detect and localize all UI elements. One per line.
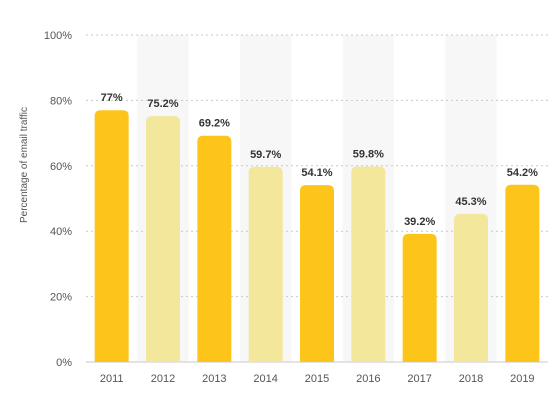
bar xyxy=(197,135,232,362)
bar xyxy=(402,233,437,362)
y-tick-label: 80% xyxy=(50,95,72,107)
y-tick-label: 0% xyxy=(56,357,72,369)
y-tick-label: 100% xyxy=(44,30,72,42)
x-axis-ticks: 2011 2012 2013 2014 2015 2016 2017 2018 2019 xyxy=(100,373,535,385)
bar xyxy=(505,184,540,362)
y-axis-ticks: 0% 20% 40% 60% 80% 100% xyxy=(44,30,72,369)
value-label: 59.8% xyxy=(353,148,384,160)
y-tick-label: 20% xyxy=(50,292,72,304)
value-label: 75.2% xyxy=(147,98,178,110)
x-tick-label: 2017 xyxy=(407,373,431,385)
x-tick-label: 2015 xyxy=(305,373,329,385)
value-label: 77% xyxy=(101,92,123,104)
x-tick-label: 2018 xyxy=(459,373,483,385)
value-label: 39.2% xyxy=(404,216,435,228)
value-label: 54.1% xyxy=(301,167,332,179)
bar xyxy=(94,110,129,363)
x-tick-label: 2011 xyxy=(100,373,124,385)
y-tick-label: 60% xyxy=(50,161,72,173)
x-tick-label: 2014 xyxy=(253,373,277,385)
y-tick-label: 40% xyxy=(50,226,72,238)
x-tick-label: 2019 xyxy=(510,373,534,385)
bar xyxy=(248,166,283,362)
bars xyxy=(94,110,540,363)
x-tick-label: 2016 xyxy=(356,373,380,385)
value-label: 54.2% xyxy=(507,167,538,179)
y-axis-label: Percentage of email traffic xyxy=(19,107,30,223)
value-labels: 77% 75.2% 69.2% 59.7% 54.1% 59.8% 39.2% 45.3% 54… xyxy=(101,92,538,228)
bar xyxy=(351,166,386,362)
value-label: 59.7% xyxy=(250,149,281,161)
x-tick-label: 2013 xyxy=(202,373,226,385)
bar xyxy=(146,116,180,362)
x-tick-label: 2012 xyxy=(151,373,175,385)
value-label: 69.2% xyxy=(199,118,230,130)
bar xyxy=(300,185,334,362)
value-label: 45.3% xyxy=(455,196,486,208)
bar xyxy=(454,213,488,362)
